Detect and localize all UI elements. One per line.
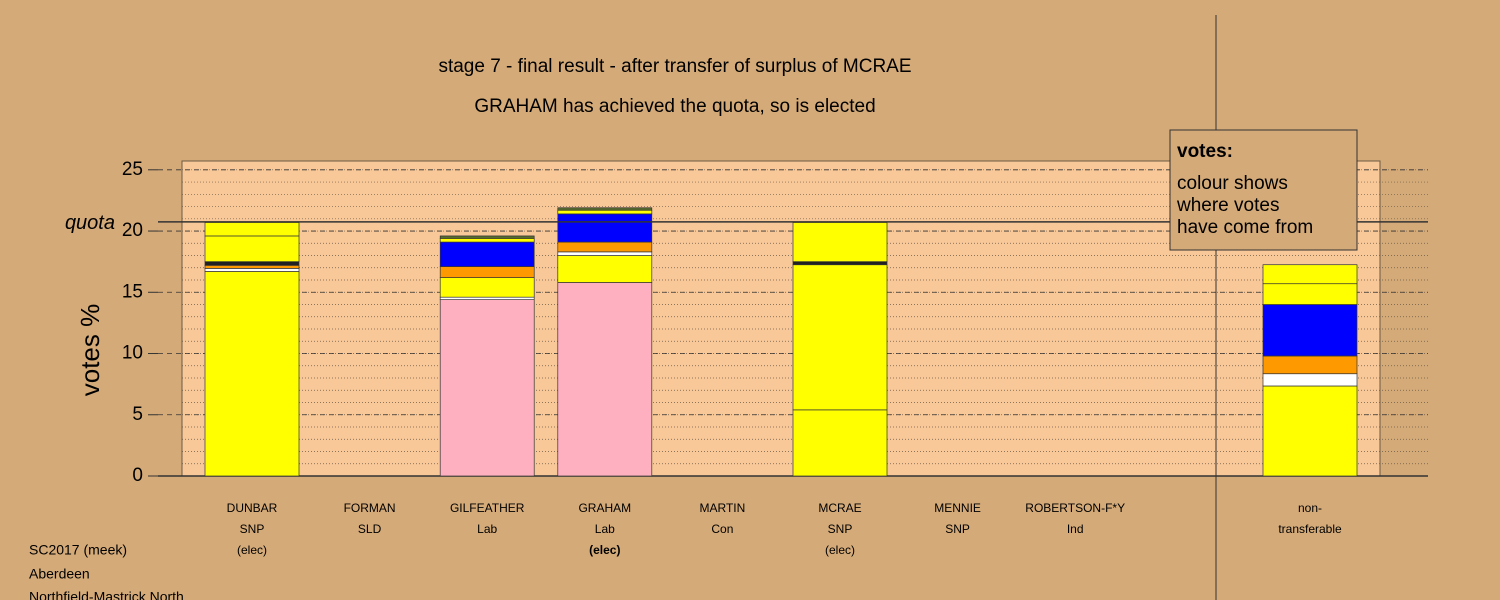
bar-segment <box>439 241 535 267</box>
y-tick-label: 15 <box>122 281 143 302</box>
x-tick-label: SNP <box>240 522 265 536</box>
bar-segment <box>557 255 653 283</box>
x-tick-label: DUNBAR <box>227 501 278 515</box>
bar-segment <box>439 299 535 477</box>
bar-segment <box>439 296 535 300</box>
x-tick-label: MARTIN <box>700 501 746 515</box>
footer-line: Northfield-Mastrick North <box>29 589 184 600</box>
bar-segment <box>1262 355 1358 375</box>
bar-segment <box>1262 385 1358 477</box>
y-tick-label: 25 <box>122 159 143 180</box>
y-tick-label: 5 <box>132 404 143 425</box>
x-tick-label: MCRAE <box>818 501 861 515</box>
footer-line: SC2017 (meek) <box>29 542 127 558</box>
x-tick-label: SLD <box>358 522 382 536</box>
bar-segment <box>557 209 653 215</box>
x-tick-label: transferable <box>1278 522 1342 536</box>
bar-segment <box>557 241 653 253</box>
chart-subtitle: GRAHAM has achieved the quota, so is ele… <box>474 96 875 117</box>
y-tick-label: 0 <box>132 465 143 486</box>
footer-line: Aberdeen <box>29 566 90 582</box>
y-tick-label: 20 <box>122 220 143 241</box>
bar-segment <box>439 235 535 239</box>
bar-segment <box>1262 283 1358 305</box>
note-line: have come from <box>1177 217 1313 238</box>
bar-segment <box>557 213 653 243</box>
y-tick-label: 10 <box>122 343 143 364</box>
chart-title: stage 7 - final result - after transfer … <box>438 56 911 77</box>
bar-segment <box>1262 304 1358 357</box>
x-tick-label: (elec) <box>237 543 267 557</box>
bar-segment <box>792 261 888 266</box>
quota-label: quota <box>65 212 115 234</box>
x-tick-label: MENNIE <box>934 501 981 515</box>
x-tick-label: Lab <box>477 522 497 536</box>
bar-segment <box>792 409 888 477</box>
x-tick-label: SNP <box>828 522 853 536</box>
bar-segment <box>1262 264 1358 285</box>
x-tick-label: GRAHAM <box>578 501 631 515</box>
bar-segment <box>557 251 653 256</box>
bar-segment <box>439 277 535 298</box>
x-tick-label: non- <box>1298 501 1322 515</box>
bar-segment <box>204 271 300 477</box>
x-tick-label: SNP <box>945 522 970 536</box>
bar-segment <box>204 264 300 269</box>
x-tick-label: ROBERTSON-F*Y <box>1025 501 1125 515</box>
bar-segment <box>1262 373 1358 387</box>
x-tick-label: FORMAN <box>344 501 396 515</box>
y-axis-label: votes % <box>75 304 105 397</box>
bar-segment <box>792 264 888 411</box>
x-tick-label: Con <box>711 522 733 536</box>
x-tick-label: Lab <box>595 522 615 536</box>
bar-segment <box>204 222 300 237</box>
note-title: votes: <box>1177 141 1233 162</box>
x-tick-label: (elec) <box>825 543 855 557</box>
bar-segment <box>557 282 653 477</box>
bar-segment <box>204 235 300 263</box>
bar-segment <box>204 268 300 272</box>
bar-segment <box>439 266 535 278</box>
x-tick-label: GILFEATHER <box>450 501 525 515</box>
bar-segment <box>204 261 300 266</box>
note-line: colour shows <box>1177 173 1288 194</box>
bar-segment <box>557 207 653 211</box>
bar-segment <box>792 222 888 263</box>
x-tick-label: Ind <box>1067 522 1084 536</box>
note-line: where votes <box>1176 195 1279 216</box>
x-tick-label: (elec) <box>589 543 620 557</box>
bar-segment <box>439 238 535 243</box>
note-box <box>1169 129 1358 251</box>
